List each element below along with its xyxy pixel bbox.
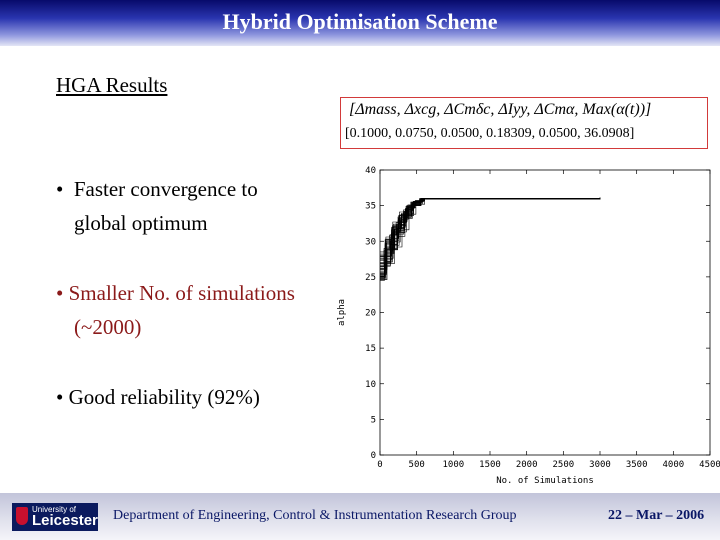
x-tick-label: 2000 — [516, 460, 538, 470]
logo-text-small: University of — [32, 505, 77, 514]
y-tick-label: 40 — [365, 166, 376, 176]
bullet-marker: • — [56, 281, 64, 305]
university-logo: University of Leicester — [12, 503, 98, 531]
convergence-run-30 — [380, 197, 601, 258]
crest-icon — [16, 507, 28, 525]
y-tick-label: 35 — [365, 202, 376, 212]
bullet-marker: • — [56, 177, 64, 201]
convergence-run-28 — [380, 197, 601, 281]
logo-text-big: Leicester — [32, 512, 98, 529]
y-tick-label: 20 — [365, 309, 376, 319]
slide-title: Hybrid Optimisation Scheme — [222, 9, 498, 34]
bullet-smaller-simulations: • Smaller No. of simulations (~2000) — [56, 276, 295, 344]
bullet-marker: • — [56, 385, 64, 409]
bullet-text: Faster convergence to — [73, 177, 258, 201]
bullet-text: Smaller No. of simulations — [68, 281, 295, 305]
x-tick-label: 3500 — [626, 460, 648, 470]
presentation-date: 22 – Mar – 2006 — [608, 508, 705, 523]
convergence-run-29 — [380, 197, 601, 271]
plot-area — [379, 169, 711, 456]
x-tick-label: 0 — [377, 460, 382, 470]
y-tick-label: 5 — [371, 415, 376, 425]
bullet-faster-convergence: • Faster convergence to global optimum — [56, 172, 258, 240]
optimisation-vector-formula: [Δmass, Δxcg, ΔCmδc, ΔIyy, ΔCmα, Max(α(t… — [349, 101, 652, 118]
x-tick-label: 1500 — [479, 460, 501, 470]
y-tick-label: 10 — [365, 380, 376, 390]
department-name: Department of Engineering, Control & Ins… — [113, 508, 517, 523]
bullet-text-continued: global optimum — [74, 211, 208, 235]
x-tick-label: 500 — [409, 460, 425, 470]
section-heading: HGA Results — [56, 73, 168, 97]
optimisation-vector-values: [0.1000, 0.0750, 0.0500, 0.18309, 0.0500… — [345, 126, 635, 141]
bullet-text-continued: (~2000) — [74, 315, 142, 339]
x-tick-label: 4500 — [699, 460, 720, 470]
bullet-text: Good reliability (92%) — [68, 385, 260, 409]
footer: University of Leicester Department of En… — [0, 493, 720, 540]
title-bar: Hybrid Optimisation Scheme — [0, 0, 720, 46]
y-axis-label: alpha — [337, 299, 347, 326]
convergence-run-26 — [380, 197, 601, 267]
x-tick-label: 4000 — [662, 460, 684, 470]
y-tick-label: 30 — [365, 237, 376, 247]
x-tick-label: 2500 — [552, 460, 574, 470]
alpha-convergence-chart: 0 500 1000 1500 2000 2500 3000 3500 4000 4500 0 5 10… — [337, 166, 720, 486]
y-tick-label: 15 — [365, 344, 376, 354]
x-axis-label: No. of Simulations — [496, 476, 594, 486]
x-tick-label: 3000 — [589, 460, 611, 470]
y-tick-label: 25 — [365, 273, 376, 283]
bullet-good-reliability: • Good reliability (92%) — [56, 380, 260, 414]
y-tick-label: 0 — [371, 451, 376, 461]
x-tick-label: 1000 — [442, 460, 464, 470]
convergence-run-9 — [380, 197, 601, 280]
formula-box: [Δmass, Δxcg, ΔCmδc, ΔIyy, ΔCmα, Max(α(t… — [340, 97, 708, 149]
convergence-run-27 — [380, 197, 601, 261]
